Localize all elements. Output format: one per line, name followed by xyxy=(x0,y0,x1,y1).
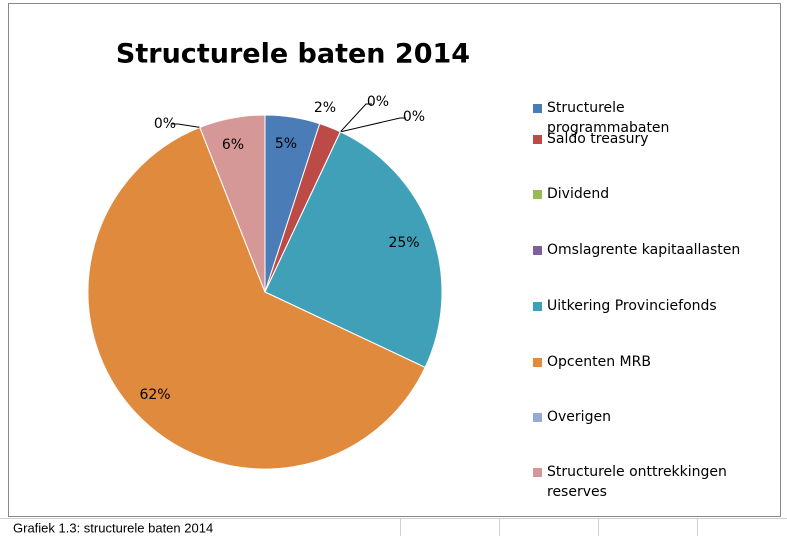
legend-label: Uitkering Provinciefonds xyxy=(547,298,717,314)
pie-slice xyxy=(199,114,266,293)
data-label: 5% xyxy=(275,136,297,152)
caption: Grafiek 1.3: structurele baten 2014 xyxy=(13,520,213,535)
legend-label: Opcenten MRB xyxy=(547,354,651,370)
leader-line xyxy=(339,103,372,133)
pie-slice xyxy=(87,126,426,470)
legend-swatch xyxy=(533,135,542,144)
legend-swatch xyxy=(533,358,542,367)
legend-label: Structurele programmabaten xyxy=(547,100,670,136)
legend-label: Structurele onttrekkingen reserves xyxy=(547,464,727,500)
leader-line xyxy=(340,117,406,133)
legend-label: Omslagrente kapitaallasten xyxy=(547,242,741,258)
data-label: 62% xyxy=(139,387,170,403)
legend-swatch xyxy=(533,302,542,311)
leader-line xyxy=(172,123,200,128)
legend-swatch xyxy=(533,190,542,199)
data-label: 25% xyxy=(388,235,419,251)
legend-label: Overigen xyxy=(547,409,611,425)
data-label: 6% xyxy=(222,137,244,153)
legend-label: Saldo treasury xyxy=(547,131,649,147)
data-label: 0% xyxy=(154,116,176,132)
data-label: 0% xyxy=(403,109,425,125)
data-label: 2% xyxy=(314,100,336,116)
legend-swatch xyxy=(533,413,542,422)
legend-label: Dividend xyxy=(547,186,610,202)
legend-swatch xyxy=(533,468,542,477)
data-label: 0% xyxy=(367,94,389,110)
pie-slice xyxy=(264,131,443,369)
legend-swatch xyxy=(533,246,542,255)
chart-title: Structurele baten 2014 xyxy=(116,39,470,70)
legend-swatch xyxy=(533,104,542,113)
